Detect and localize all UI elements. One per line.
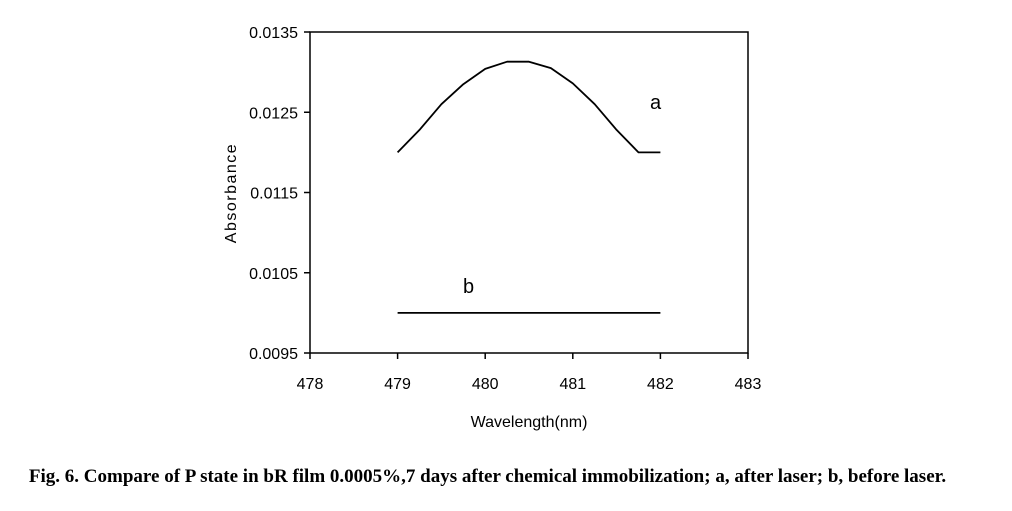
x-tick-label: 479 bbox=[384, 376, 411, 393]
y-tick-label: 0.0135 bbox=[249, 25, 298, 42]
x-tick-label: 480 bbox=[472, 376, 499, 393]
series-label-a: a bbox=[650, 92, 662, 114]
series-label-b: b bbox=[463, 276, 474, 298]
y-tick-label: 0.0115 bbox=[250, 186, 298, 203]
x-axis: 478 479 480 481 482 483 bbox=[297, 353, 762, 393]
y-tick-label: 0.0125 bbox=[249, 105, 298, 122]
figure-caption: Fig. 6. Compare of P state in bR film 0.… bbox=[28, 466, 947, 487]
series-line-a bbox=[396, 60, 661, 154]
x-tick-label: 482 bbox=[647, 376, 674, 393]
y-tick-label: 0.0105 bbox=[249, 266, 298, 283]
x-axis-label: Wavelength(nm) bbox=[471, 414, 588, 431]
series-lines bbox=[396, 60, 661, 314]
x-tick-label: 483 bbox=[735, 376, 762, 393]
x-tick-label: 478 bbox=[297, 376, 324, 393]
plot-area bbox=[309, 31, 749, 354]
chart: 0.0095 0.0105 0.0115 0.0125 0.0135 478 479 480… bbox=[223, 25, 762, 431]
y-axis: 0.0095 0.0105 0.0115 0.0125 0.0135 bbox=[249, 25, 310, 363]
y-tick-label: 0.0095 bbox=[249, 346, 298, 363]
x-tick-label: 481 bbox=[559, 376, 586, 393]
y-axis-label: Absorbance bbox=[223, 143, 240, 243]
